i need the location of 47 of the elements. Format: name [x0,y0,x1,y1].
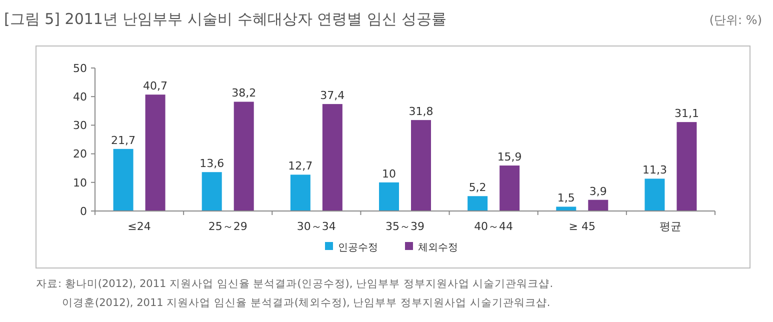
data-label: 15,9 [497,150,522,164]
data-label: 10 [382,167,396,180]
chart-title: [그림 5] 2011년 난임부부 시술비 수혜대상자 연령별 임신 성공률 [4,10,447,28]
bar [234,102,254,211]
bar [588,200,608,211]
bar [290,174,310,211]
y-tick-label: 10 [73,176,87,190]
text: 자료: 황나미(2012), 2011 지원사업 임신율 분석결과(인공수정), 난임부부 정부지원사업 시술기관워크샵. [36,278,554,290]
x-tick-label: 25～29 [208,220,248,233]
data-label: 12,7 [288,160,313,173]
data-label: 21,7 [111,134,136,147]
x-tick-label: 40～44 [474,220,514,233]
y-tick-label: 40 [73,90,87,104]
bar [202,172,222,211]
data-label: 1,5 [557,192,575,205]
x-tick-label: 평균 [660,220,682,233]
y-tick-label: 30 [73,119,87,132]
bar [379,182,399,211]
bar [322,104,342,211]
y-tick-label: 0 [80,204,87,218]
data-label: 5,2 [468,181,486,194]
data-label: 38,2 [232,86,256,100]
data-label: 37,4 [320,89,345,102]
text: 이경훈(2012), 2011 지원사업 임신율 분석결과(체외수정), 난임부부 정부지원사업 시술기관워크샵. [62,297,550,309]
bar [676,122,697,211]
x-tick-label: ≤24 [128,220,151,233]
chart-subtitle: (단위: %) [709,13,762,27]
bar [113,148,134,211]
bar [556,206,576,211]
bar [468,196,488,211]
y-tick-label: 20 [73,148,87,161]
data-label: 31,1 [674,107,699,120]
data-label: 3,9 [589,184,607,198]
data-label: 40,7 [143,80,168,93]
data-label: 11,3 [642,164,667,177]
legend-label: 인공수정 [338,242,378,254]
bar [411,120,431,211]
x-tick-label: 35～39 [386,220,424,233]
y-tick-label: 50 [73,62,87,75]
data-label: 31,8 [408,105,434,118]
bar [644,178,665,211]
bar [500,166,520,211]
x-tick-label: 30～34 [296,220,336,233]
data-label: 13,6 [200,157,224,170]
x-tick-label: ≥ 45 [568,220,596,233]
bar [145,94,166,211]
legend-label: 체외수정 [418,242,458,254]
